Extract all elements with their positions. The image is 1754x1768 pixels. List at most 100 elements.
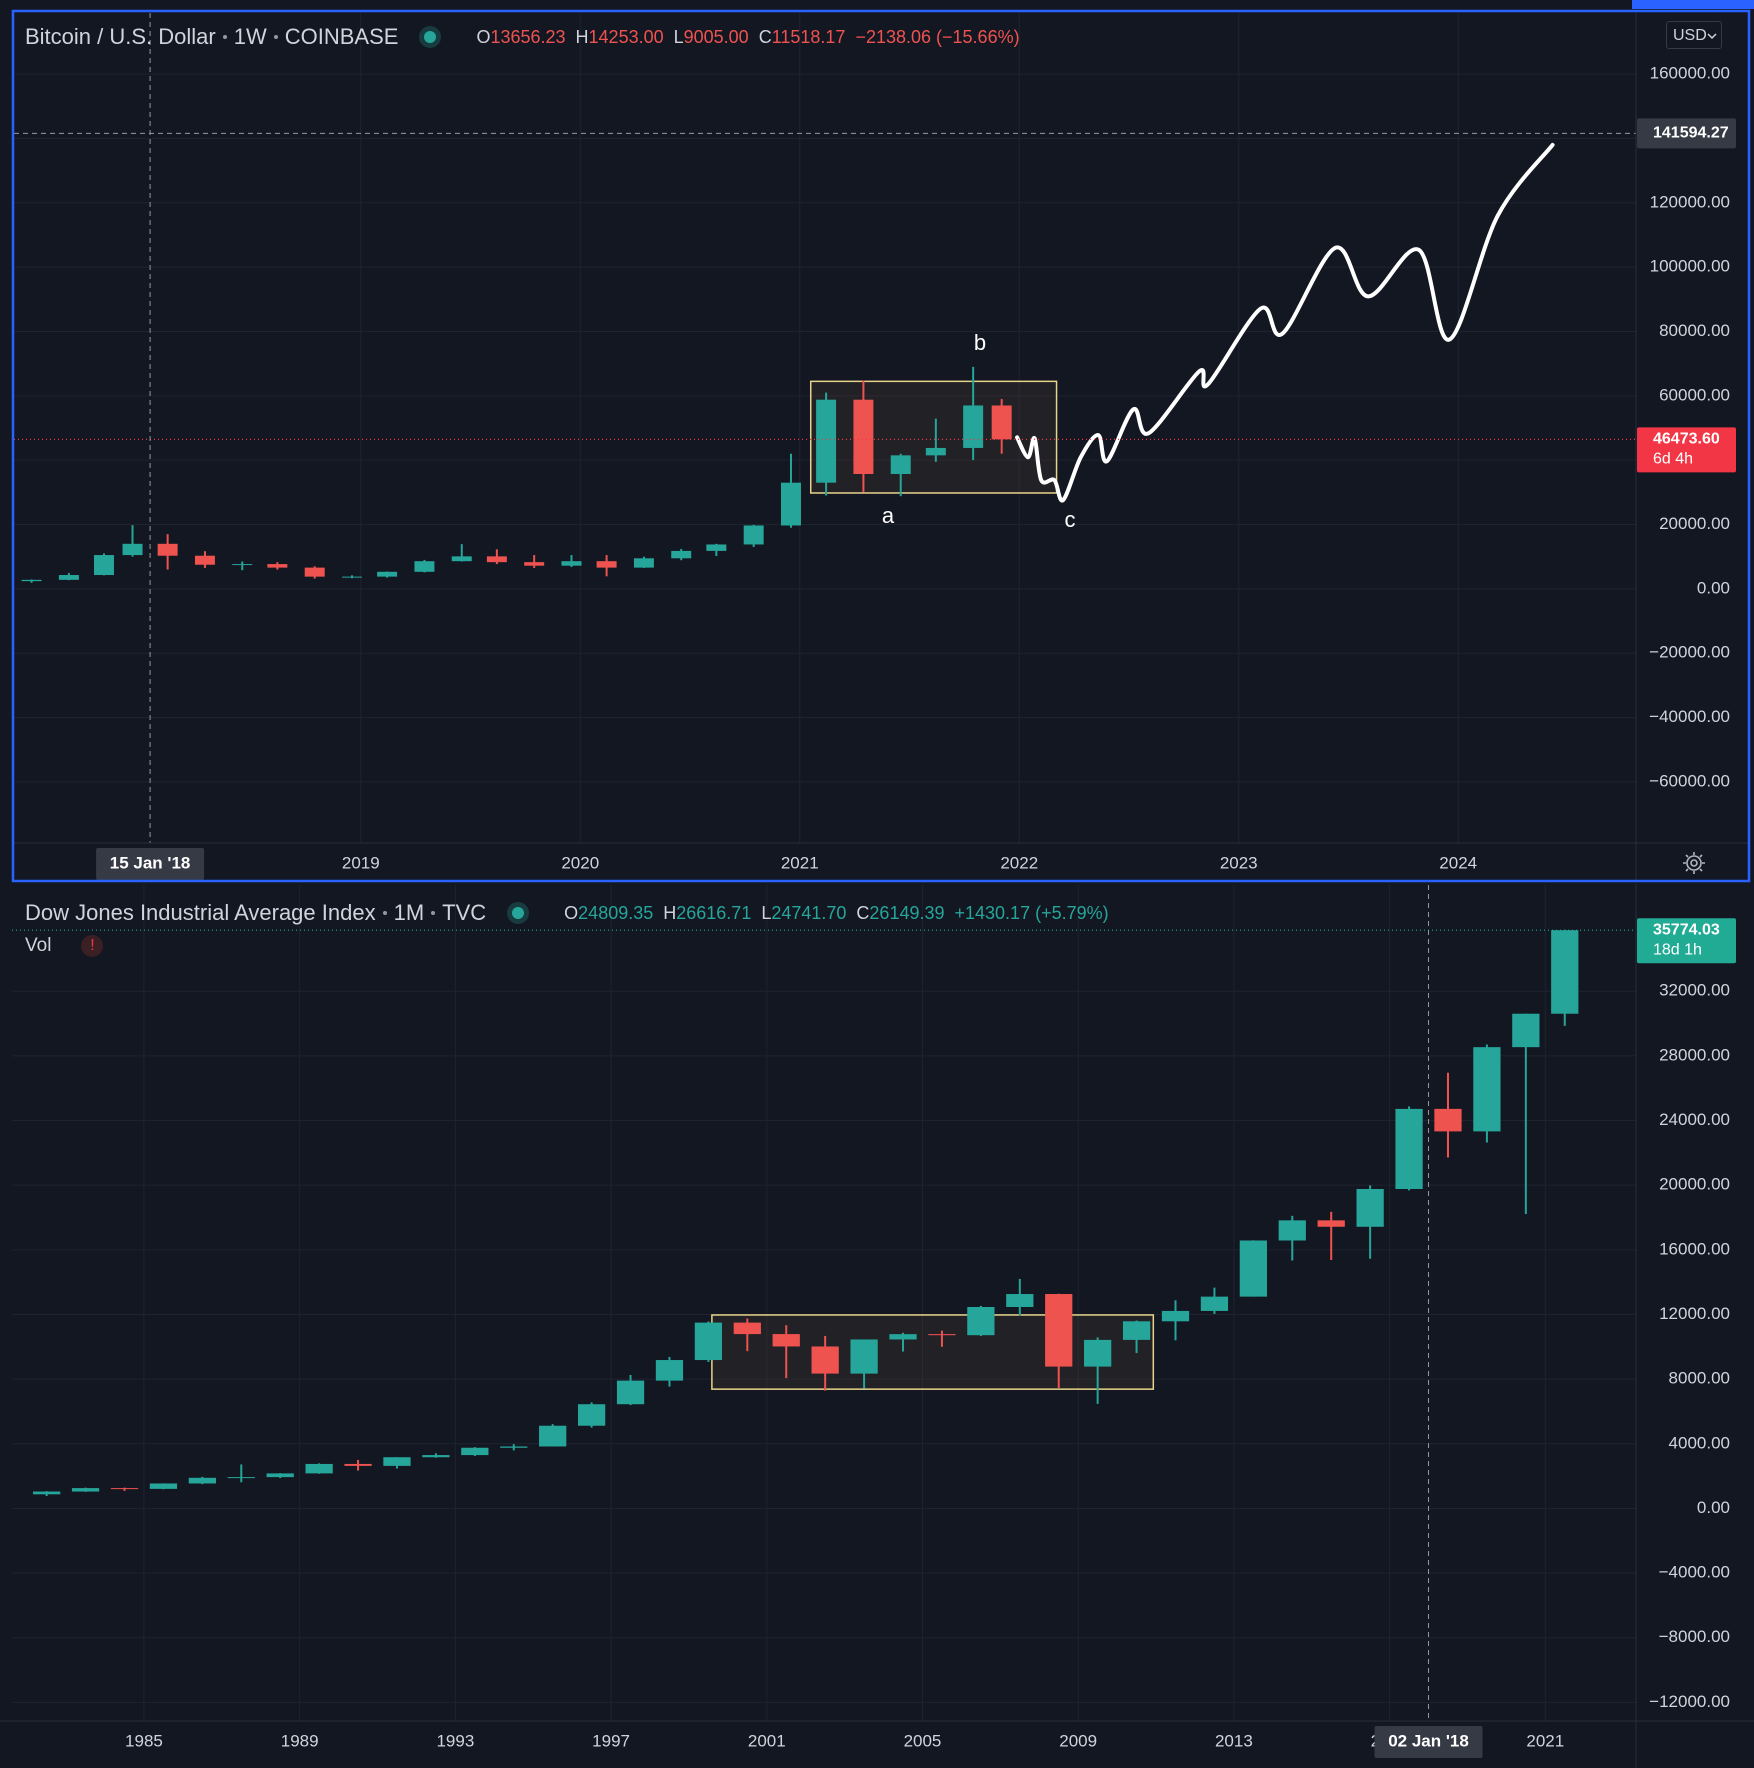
y-tick-label: 0.00: [1697, 1498, 1730, 1517]
x-tick-label: 2022: [1000, 853, 1038, 872]
y-tick-label: −4000.00: [1659, 1563, 1730, 1582]
ohlc-value: 24809.35: [578, 902, 654, 923]
currency-label: USD: [1673, 27, 1707, 44]
x-tick-label: 2005: [904, 1731, 942, 1750]
candle-body: [811, 1346, 839, 1374]
candle-body: [733, 1322, 761, 1335]
y-tick-label: 120000.00: [1650, 192, 1730, 211]
y-tick-label: 28000.00: [1659, 1045, 1730, 1064]
candle-body: [227, 1477, 255, 1479]
ohlc-key: O: [564, 902, 579, 923]
ohlc-key: C: [856, 902, 870, 923]
y-tick-label: 24000.00: [1659, 1110, 1730, 1129]
candle-body: [267, 564, 288, 568]
candle-body: [305, 1463, 333, 1474]
range-box[interactable]: [809, 380, 1058, 494]
candle-body: [461, 1447, 489, 1456]
candle-body: [928, 1334, 956, 1336]
candle-body: [451, 556, 472, 562]
volume-label[interactable]: Vol: [25, 935, 52, 956]
candle-body: [524, 562, 545, 566]
candle-body: [33, 1491, 61, 1495]
candle-body: [377, 571, 398, 577]
crosshair-time-box: [1374, 1726, 1483, 1758]
settings-icon[interactable]: [1683, 852, 1705, 874]
y-tick-label: 16000.00: [1659, 1239, 1730, 1258]
ohlc-value: 14253.00: [588, 26, 664, 47]
y-tick-label: 60000.00: [1659, 385, 1730, 404]
market-status[interactable]: [512, 907, 525, 919]
x-tick-label: 1985: [125, 1731, 163, 1750]
candle-body: [110, 1488, 139, 1490]
candle-body: [816, 399, 837, 483]
y-tick-label: 12000.00: [1659, 1304, 1730, 1323]
candle-body: [304, 567, 325, 577]
market-status[interactable]: [424, 31, 437, 43]
ohlc-key: H: [575, 26, 589, 47]
candle-body: [633, 558, 654, 568]
y-tick-label: −8000.00: [1659, 1627, 1730, 1646]
crosshair-time-label: 02 Jan '18: [1388, 1731, 1469, 1750]
ohlc-values: O13656.23 H14253.00 L9005.00 C11518.17 −2138…: [466, 27, 1019, 48]
candle-body: [149, 1483, 178, 1489]
x-tick-label: 2023: [1220, 853, 1258, 872]
candle-body: [1200, 1296, 1229, 1311]
y-tick-label: −20000.00: [1649, 643, 1730, 662]
candle-body: [1122, 1321, 1151, 1340]
x-tick-label: 2013: [1215, 1731, 1253, 1750]
candle-body: [194, 555, 215, 565]
candle-body: [991, 405, 1012, 440]
y-tick-label: 20000.00: [1659, 514, 1730, 533]
x-tick-label: 2021: [781, 853, 819, 872]
currency-button[interactable]: USD: [1666, 21, 1722, 49]
interval[interactable]: 1M: [393, 900, 425, 925]
candle-body: [1473, 1047, 1501, 1132]
candle-body: [188, 1477, 216, 1484]
crosshair-time-box: [96, 848, 205, 880]
ohlc-value: 26149.39: [869, 902, 945, 923]
projection-drawing[interactable]: [1015, 142, 1555, 503]
candle-body: [743, 525, 764, 545]
ohlc-value: 13656.23: [490, 26, 566, 47]
x-tick-label: 1997: [592, 1731, 630, 1750]
candle-body: [383, 1457, 411, 1466]
y-tick-label: −12000.00: [1649, 1692, 1730, 1711]
candle-body: [122, 543, 143, 556]
active-panel-border: [11, 9, 1751, 883]
last-price-box: [1637, 427, 1736, 473]
symbol-title[interactable]: Bitcoin / U.S. Dollar: [25, 24, 216, 49]
volume-alert[interactable]: !: [81, 935, 104, 957]
candle-body: [596, 561, 617, 568]
candle-body: [71, 1488, 100, 1492]
candle-body: [780, 482, 801, 526]
candle-body: [344, 1463, 372, 1466]
candle-body: [1395, 1108, 1423, 1189]
ohlc-value: 11518.17: [771, 26, 846, 47]
y-tick-label: 100000.00: [1650, 257, 1730, 276]
symbol-title[interactable]: Dow Jones Industrial Average Index: [25, 900, 376, 925]
ohlc-key: C: [758, 26, 772, 47]
candle-body: [486, 556, 507, 563]
x-tick-label: 2024: [1439, 853, 1477, 872]
interval[interactable]: 1W: [233, 24, 267, 49]
ohlc-key: L: [673, 26, 684, 47]
candle-body: [671, 550, 692, 559]
y-tick-label: −60000.00: [1649, 771, 1730, 790]
candle-body: [94, 555, 114, 576]
candle-body: [890, 455, 911, 475]
candle-body: [1084, 1339, 1112, 1367]
candle-body: [232, 564, 253, 566]
countdown-label: 18d 1h: [1653, 941, 1702, 958]
candle-body: [1239, 1240, 1267, 1297]
y-tick-label: 8000.00: [1669, 1369, 1730, 1388]
chevron: [1707, 33, 1717, 40]
panel-1: −12000.00 −8000.00 −4000.00 0.00 4000.00 8000…: [12, 885, 1736, 1758]
candle-body: [850, 1339, 878, 1374]
candle-body: [772, 1334, 800, 1347]
candle-body: [500, 1446, 528, 1448]
wave-label: b: [974, 330, 986, 355]
ohlc-value: 26616.71: [676, 902, 752, 923]
x-tick-label: 2021: [1526, 1731, 1564, 1750]
y-tick-label: 160000.00: [1650, 64, 1730, 83]
